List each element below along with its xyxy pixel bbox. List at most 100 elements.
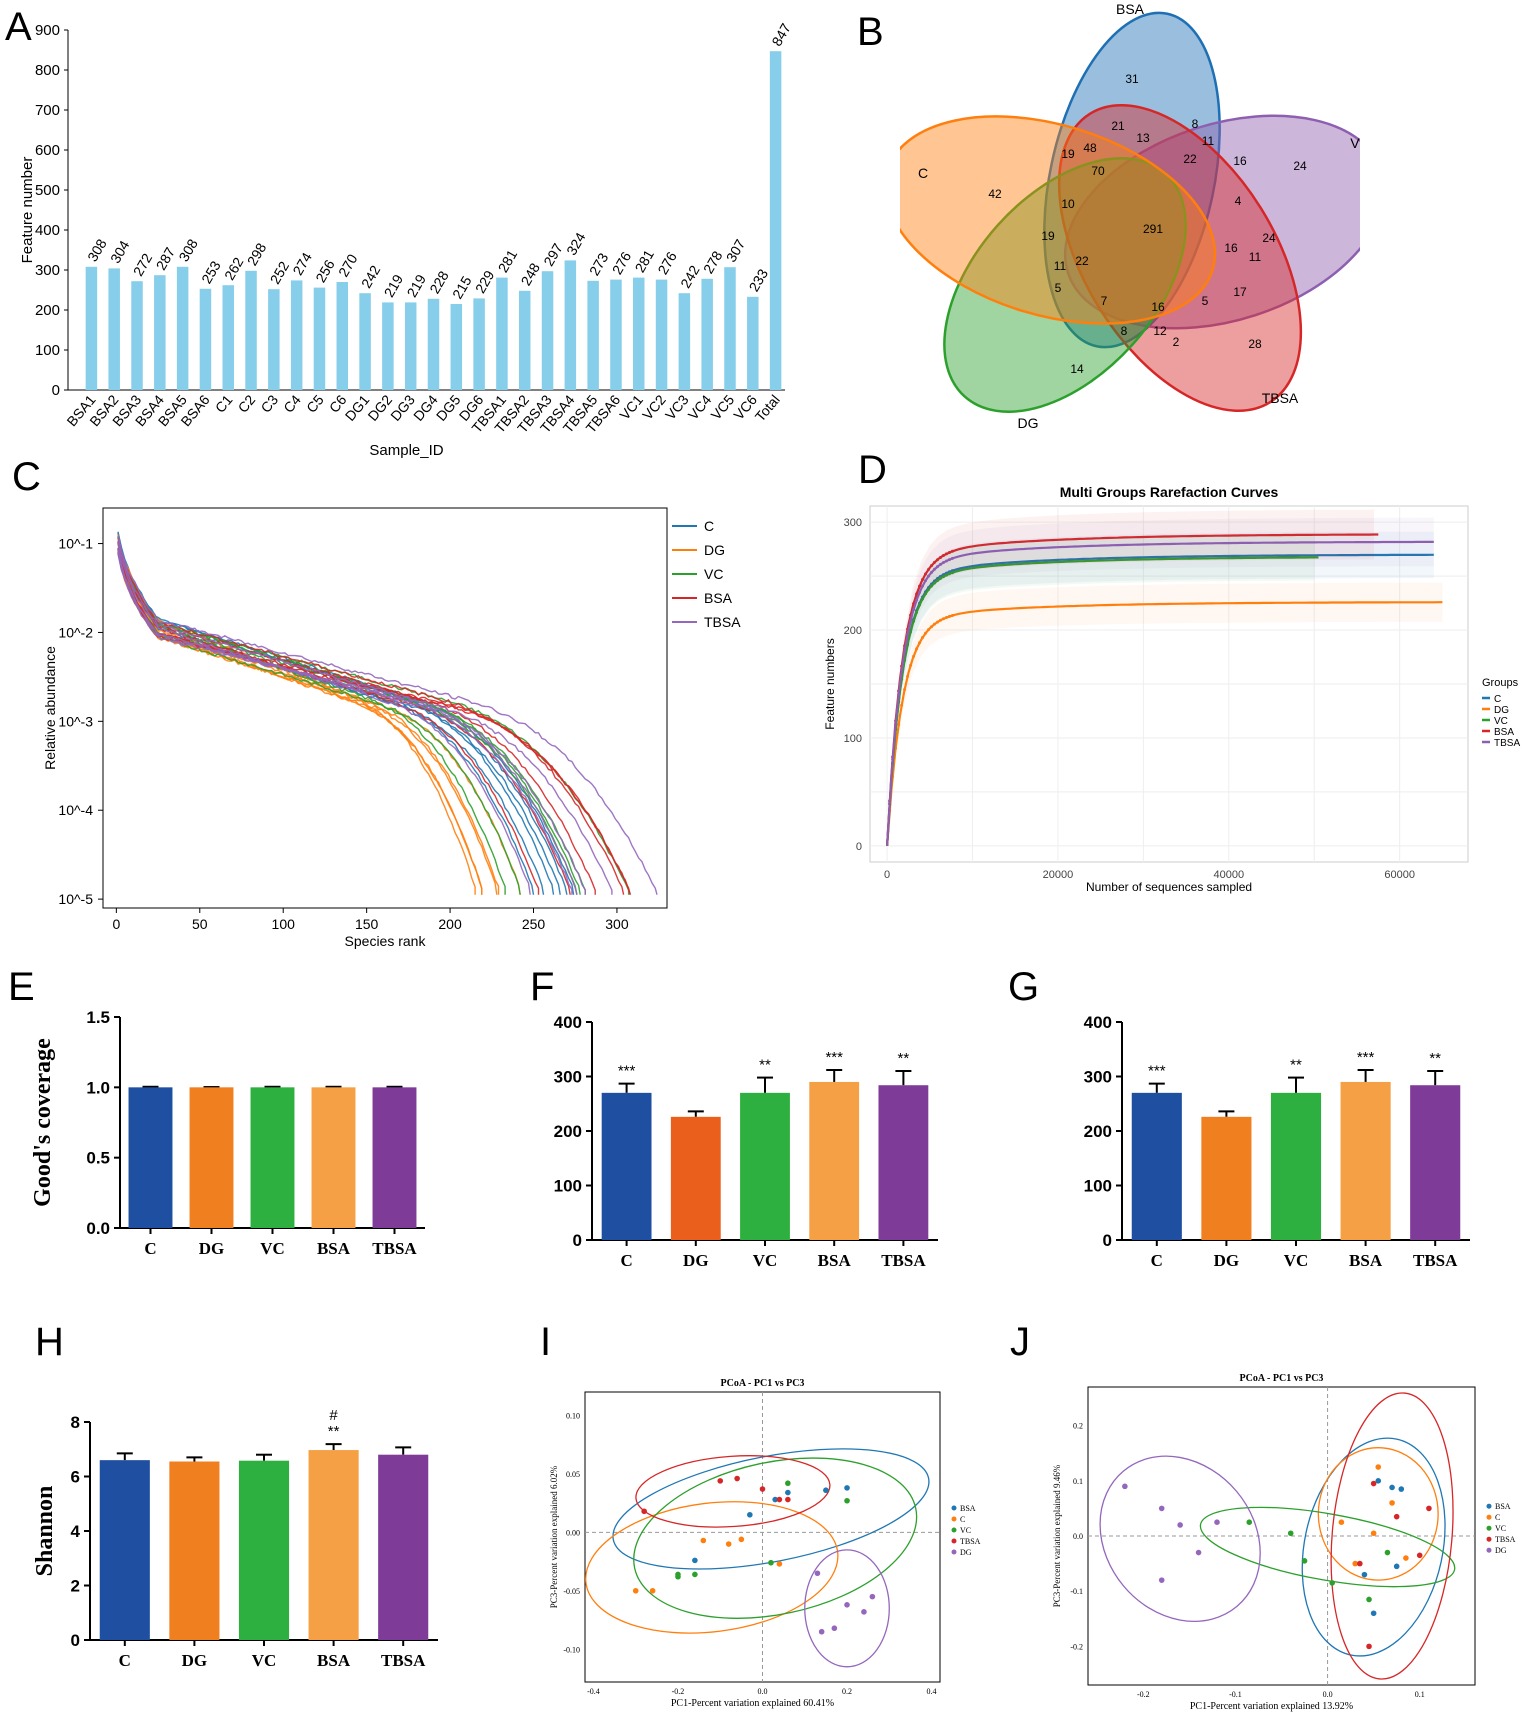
j-point-vc xyxy=(1329,1580,1335,1586)
b-region-count: 8 xyxy=(1121,324,1128,338)
d-curve-point xyxy=(903,649,907,653)
f-significance-mark: ** xyxy=(898,1050,910,1067)
a-bar xyxy=(268,289,280,390)
e-y-label: Good's coverage xyxy=(30,1038,56,1207)
h-x-tick-label: DG xyxy=(182,1651,208,1670)
c-y-tick-label: 10^-4 xyxy=(58,802,93,818)
j-x-label: PC1-Percent variation explained 13.92% xyxy=(1190,1701,1353,1712)
d-curve-point xyxy=(947,558,951,562)
i-legend-marker-bsa xyxy=(951,1505,957,1511)
j-legend-marker-tbsa xyxy=(1486,1536,1492,1542)
i-x-tick-label: 0.4 xyxy=(927,1687,937,1696)
a-y-tick-label: 100 xyxy=(35,342,60,359)
g-x-tick-label: TBSA xyxy=(1413,1251,1458,1270)
h-y-tick-label: 2 xyxy=(71,1577,80,1596)
a-bar xyxy=(450,304,463,390)
j-point-tbsa xyxy=(1426,1505,1432,1512)
h-bar-dg xyxy=(169,1461,220,1640)
a-y-tick-label: 600 xyxy=(35,142,60,159)
f-bar-vc xyxy=(740,1092,790,1240)
d-curve-point xyxy=(912,654,916,658)
a-bar xyxy=(176,266,189,390)
i-point-tbsa xyxy=(734,1475,740,1482)
chart-b-venn-diagram: BSAVCTBSADGC3124281442211381148197022164… xyxy=(900,1,1360,431)
c-curve-bsa xyxy=(117,553,631,895)
d-curve-point xyxy=(938,576,942,580)
b-region-count: 22 xyxy=(1183,152,1197,166)
c-curve-tbsa xyxy=(117,553,613,895)
d-curve-point xyxy=(915,592,919,596)
d-curve-point xyxy=(950,571,954,575)
g-x-tick-label: DG xyxy=(1214,1251,1240,1270)
d-curve-tbsa xyxy=(886,540,1434,846)
a-bar xyxy=(518,290,531,390)
a-x-tick-label: C4 xyxy=(280,391,304,415)
d-legend-title: Groups xyxy=(1482,677,1519,689)
d-curve-point xyxy=(909,619,913,623)
a-bar-value-label: 228 xyxy=(426,268,452,296)
j-y-tick-label: 0.2 xyxy=(1073,1422,1083,1431)
a-x-tick-label: C2 xyxy=(235,391,259,415)
e-x-tick-label: DG xyxy=(199,1239,225,1258)
d-y-tick-label: 300 xyxy=(844,517,862,529)
a-bar xyxy=(610,279,622,390)
i-point-dg xyxy=(844,1602,850,1608)
e-y-tick-label: 0.5 xyxy=(86,1149,110,1168)
f-y-tick-label: 0 xyxy=(573,1231,582,1250)
a-x-tick-label: VC3 xyxy=(662,391,692,422)
a-x-tick-label: C5 xyxy=(303,391,327,415)
d-curve-point xyxy=(944,559,948,563)
i-title: PCoA - PC1 vs PC3 xyxy=(721,1378,805,1389)
d-curve-point xyxy=(891,757,895,761)
e-x-tick-label: TBSA xyxy=(372,1239,417,1258)
a-bar-value-label: 308 xyxy=(84,236,110,264)
d-x-tick-label: 60000 xyxy=(1384,869,1415,881)
a-y-tick-label: 800 xyxy=(35,62,60,79)
b-region-count: 14 xyxy=(1070,362,1084,376)
a-x-tick-label: C3 xyxy=(257,391,281,415)
d-curve-bsa xyxy=(886,533,1379,846)
a-x-tick-label: VC2 xyxy=(639,391,669,422)
a-bar-value-label: 287 xyxy=(153,244,179,272)
j-point-dg xyxy=(1214,1519,1220,1526)
d-curve-point xyxy=(918,603,922,607)
i-point-tbsa xyxy=(717,1478,724,1484)
d-curve-point xyxy=(915,598,919,602)
d-curve-point xyxy=(906,674,910,678)
a-y-label: Feature number xyxy=(19,157,36,264)
a-bar-value-label: 233 xyxy=(746,266,772,294)
c-plot-frame xyxy=(102,507,668,909)
i-legend-marker-dg xyxy=(951,1549,957,1555)
a-bar xyxy=(313,287,326,390)
g-bar-c xyxy=(1131,1092,1182,1240)
j-legend-marker-c xyxy=(1486,1514,1492,1520)
d-x-label: Number of sequences sampled xyxy=(1086,880,1252,894)
d-curve-point xyxy=(912,607,916,611)
h-x-tick-label: BSA xyxy=(317,1651,351,1670)
e-bar-c xyxy=(128,1087,173,1228)
a-bar xyxy=(245,270,257,390)
a-x-tick-label: VC1 xyxy=(616,391,646,422)
b-region-count: 19 xyxy=(1041,229,1055,243)
d-curve-point xyxy=(900,703,904,707)
f-bar-bsa xyxy=(809,1081,860,1240)
d-curve-point xyxy=(941,617,945,621)
a-bar xyxy=(154,275,166,390)
d-y-label: Feature numbers xyxy=(823,638,837,729)
d-curve-c xyxy=(886,553,1434,846)
d-curve-point xyxy=(927,574,931,578)
chart-e-goods-coverage: 0.0 0.5 1.0 1.5 Good's coverage C DG VC BSA TBSA xyxy=(30,1008,425,1258)
i-point-bsa xyxy=(785,1489,791,1496)
f-x-tick-label: TBSA xyxy=(881,1251,926,1270)
g-x-tick-label: VC xyxy=(1284,1251,1309,1270)
e-bar-bsa xyxy=(311,1087,356,1228)
e-y-tick-label: 1.0 xyxy=(86,1078,110,1097)
b-region-count: 8 xyxy=(1192,117,1199,131)
d-curve-point xyxy=(935,558,939,562)
b-region-count: 19 xyxy=(1061,147,1075,161)
d-curve-point xyxy=(944,616,948,620)
j-point-c xyxy=(1338,1519,1345,1526)
d-curve-point xyxy=(947,572,951,576)
c-x-tick-label: 250 xyxy=(522,916,546,932)
j-point-dg xyxy=(1195,1549,1202,1556)
